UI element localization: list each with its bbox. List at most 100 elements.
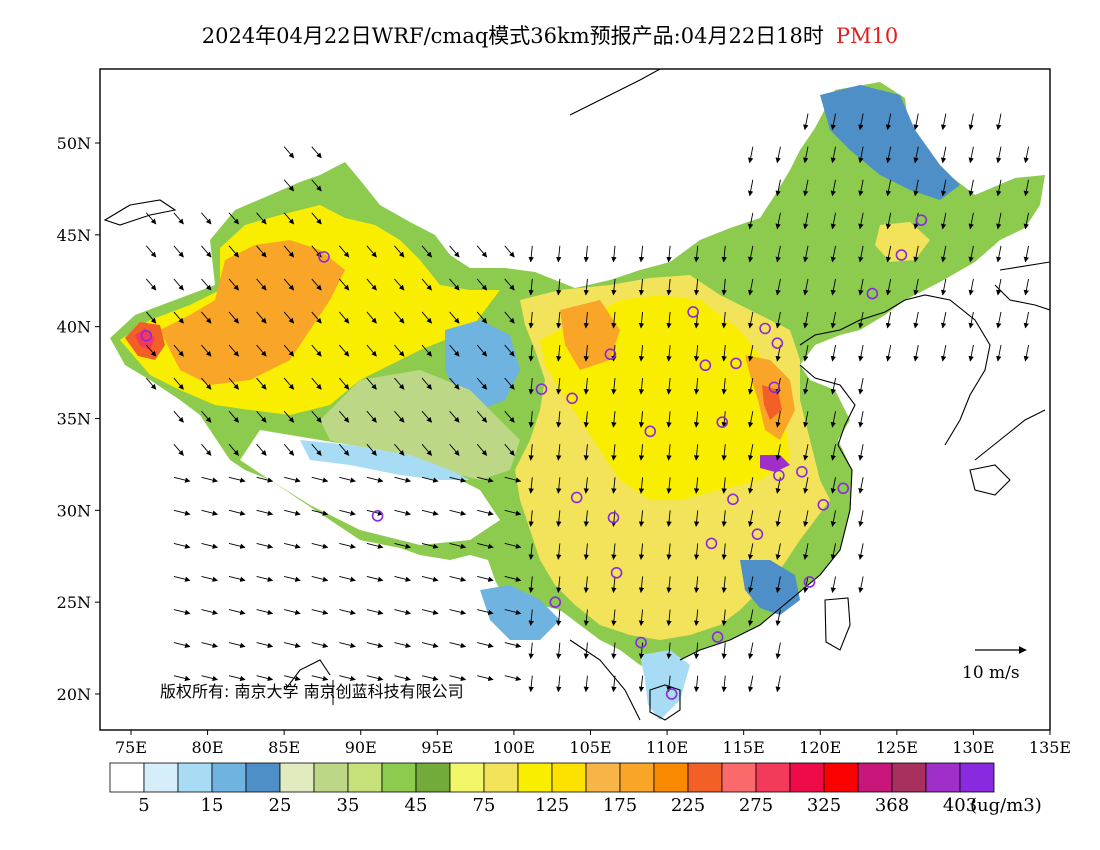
colorbar-swatch	[449, 762, 485, 793]
wind-arrow-icon	[583, 642, 590, 660]
monitoring-station-circle-icon	[665, 688, 678, 700]
wind-arrow-icon	[611, 642, 617, 660]
lat-tick-label: 30N	[57, 501, 91, 520]
wind-arrow-icon	[201, 377, 212, 390]
wind-arrow-icon	[339, 542, 356, 549]
wind-arrow-icon	[666, 642, 672, 660]
monitoring-station-circle-icon	[716, 416, 729, 428]
wind-arrow-icon	[721, 378, 727, 395]
wind-arrow-icon	[476, 311, 488, 324]
wind-arrow-icon	[775, 543, 781, 560]
lon-tick-label: 105E	[569, 738, 611, 757]
monitoring-station-circle-icon	[796, 465, 808, 478]
wind-arrow-icon	[477, 542, 494, 549]
wind-arrow-icon	[283, 212, 295, 225]
wind-arrow-icon	[173, 642, 191, 649]
wind-arrow-icon	[858, 311, 864, 329]
lon-tick-label: 75E	[115, 738, 147, 757]
map-plot-area	[100, 69, 1050, 730]
wind-arrow-icon	[476, 410, 488, 423]
wind-arrow-icon	[366, 542, 384, 549]
wind-arrow-icon	[504, 344, 515, 357]
wind-arrow-icon	[366, 609, 384, 615]
wind-arrow-icon	[173, 311, 184, 324]
wind-arrow-icon	[556, 245, 562, 263]
wind-arrow-icon	[256, 609, 274, 615]
wind-arrow-icon	[528, 311, 534, 329]
wind-arrow-icon	[830, 344, 837, 362]
wind-arrow-icon	[940, 311, 947, 329]
wind-arrow-icon	[830, 477, 837, 494]
lon-tick-label: 85E	[268, 738, 300, 757]
lat-tick-label: 50N	[57, 134, 91, 153]
wind-arrow-icon	[611, 444, 617, 461]
wind-arrow-icon	[145, 245, 157, 258]
wind-arrow-icon	[449, 576, 467, 582]
wind-arrow-icon	[228, 675, 246, 682]
wind-arrow-icon	[803, 113, 809, 131]
wind-arrow-icon	[284, 509, 301, 516]
wind-arrow-icon	[201, 278, 212, 291]
monitoring-station-circle-icon	[318, 251, 330, 263]
wind-arrow-icon	[803, 245, 809, 263]
monitoring-station-circle-icon	[711, 631, 724, 643]
wind-arrow-icon	[721, 576, 727, 593]
wind-arrow-icon	[256, 443, 267, 456]
wind-arrow-icon	[311, 179, 322, 192]
wind-arrow-icon	[556, 609, 562, 627]
wind-arrow-icon	[528, 245, 534, 263]
wind-arrow-icon	[721, 543, 727, 560]
wind-arrow-icon	[421, 476, 439, 483]
wind-arrow-icon	[556, 444, 562, 461]
wind-arrow-icon	[583, 344, 590, 362]
wind-arrow-icon	[311, 642, 329, 649]
wind-arrow-icon	[775, 212, 781, 230]
wind-arrow-icon	[721, 245, 727, 263]
wind-arrow-icon	[775, 411, 781, 428]
wind-arrow-icon	[747, 278, 754, 296]
colorbar-label: 325	[807, 795, 841, 816]
wind-arrow-icon	[830, 510, 837, 527]
wind-arrow-icon	[666, 311, 672, 329]
wind-arrow-icon	[775, 576, 781, 593]
wind-arrow-icon	[366, 278, 377, 291]
wind-arrow-icon	[1023, 245, 1029, 263]
wind-arrow-icon	[173, 576, 191, 582]
wind-arrow-icon	[256, 642, 274, 649]
wind-arrow-icon	[693, 378, 700, 395]
wind-arrow-icon	[201, 675, 218, 682]
wind-arrow-icon	[228, 509, 246, 516]
wind-arrow-icon	[747, 675, 754, 693]
wind-arrow-icon	[747, 642, 754, 660]
wind-arrow-icon	[693, 576, 700, 593]
wind-arrow-icon	[611, 609, 617, 627]
wind-arrow-icon	[477, 675, 494, 682]
wind-arrow-icon	[366, 476, 384, 483]
wind-arrow-icon	[747, 510, 754, 527]
wind-arrow-icon	[803, 311, 809, 329]
wind-arrow-icon	[311, 410, 322, 423]
wind-arrow-icon	[283, 179, 295, 192]
wind-arrow-icon	[339, 609, 356, 615]
wind-arrow-icon	[830, 444, 837, 461]
wind-arrow-icon	[968, 245, 974, 263]
wind-arrow-icon	[721, 642, 727, 660]
wind-arrow-icon	[449, 642, 467, 649]
wind-arrow-icon	[721, 609, 727, 627]
wind-arrow-icon	[504, 311, 515, 324]
monitoring-station-circle-icon	[866, 287, 879, 300]
wind-arrow-icon	[256, 576, 274, 582]
wind-arrow-icon	[201, 542, 218, 549]
colorbar-swatch	[551, 762, 587, 793]
wind-arrow-icon	[830, 179, 837, 197]
wind-arrow-icon	[201, 311, 212, 324]
wind-arrow-icon	[747, 609, 754, 627]
wind-arrow-icon	[803, 576, 809, 593]
wind-arrow-icon	[611, 245, 617, 263]
monitoring-station-circle-icon	[768, 381, 781, 394]
wind-arrow-icon	[145, 278, 157, 291]
wind-arrow-icon	[693, 245, 700, 263]
wind-arrow-icon	[173, 609, 191, 615]
wind-arrow-icon	[256, 311, 267, 324]
wind-arrow-icon	[311, 212, 322, 225]
